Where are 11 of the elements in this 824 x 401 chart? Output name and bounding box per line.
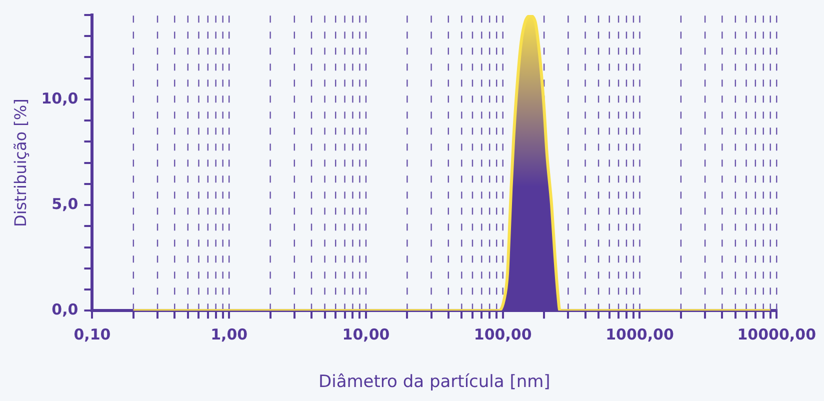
- x-tick-label: 1,00: [210, 325, 248, 344]
- x-tick-label: 1000,00: [606, 325, 674, 344]
- y-tick-label: 5,0: [52, 194, 78, 213]
- y-tick-label: 0,0: [52, 300, 78, 318]
- x-axis-title: Diâmetro da partícula [nm]: [318, 372, 550, 392]
- y-tick-label: 10,0: [41, 89, 78, 108]
- x-tick-label: 0,10: [74, 325, 111, 344]
- x-tick-label: 100,00: [474, 325, 532, 344]
- x-tick-label: 10,00: [342, 325, 390, 344]
- y-axis-title: Distribuição [%]: [10, 98, 30, 227]
- x-tick-label: 10000,00: [737, 325, 816, 344]
